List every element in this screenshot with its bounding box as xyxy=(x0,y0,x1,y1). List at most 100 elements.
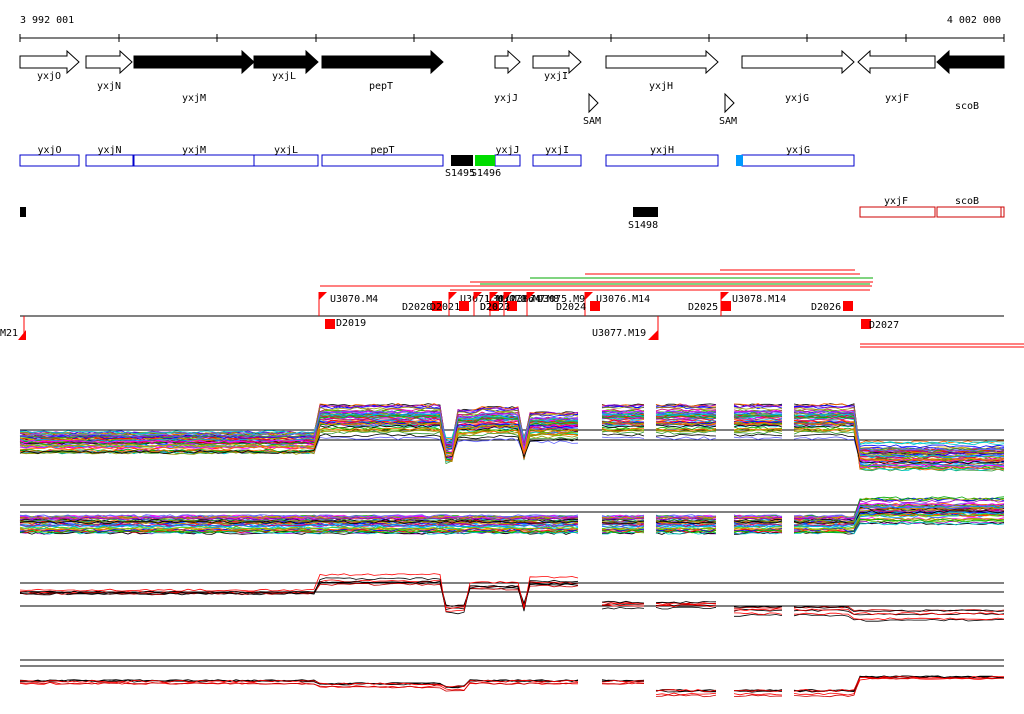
segment-start-flag xyxy=(721,292,729,300)
segment-label-down: D2025 xyxy=(688,302,718,313)
expression-trace xyxy=(19,403,1005,455)
intergenic-track: yxjF scoB xyxy=(859,196,1005,218)
expression-trace xyxy=(19,427,1005,462)
segment-label-up: U3075.M9 xyxy=(537,294,585,305)
riboswitch-track: SAM SAM xyxy=(583,92,737,127)
expression-trace xyxy=(19,510,1005,525)
segment-end-flag xyxy=(18,330,26,340)
gene-arrow-pept[interactable] xyxy=(321,49,444,75)
expression-trace xyxy=(20,577,1005,622)
segment-start-flag xyxy=(490,292,498,300)
sam-riboswitch-icon xyxy=(588,92,599,114)
gene-label: scoB xyxy=(955,101,979,112)
coord-start: 3 992 001 xyxy=(20,15,74,26)
expression-trace xyxy=(19,424,1005,455)
feature-label: S1496 xyxy=(471,168,501,179)
expression-trace xyxy=(19,505,1005,528)
intergenic-box-yxjf xyxy=(859,206,936,218)
expression-trace xyxy=(19,421,1005,462)
segment-label-bottom: M21 xyxy=(0,328,18,339)
annotation-label: yxjH xyxy=(650,145,674,156)
annotation-label: yxjJ xyxy=(495,145,519,156)
annotation-box-yxjj xyxy=(494,154,521,167)
annotation-box-yxjo xyxy=(19,154,80,167)
intergenic-label: scoB xyxy=(955,196,979,207)
annotation-label: yxjM xyxy=(182,145,206,156)
expression-trace xyxy=(19,580,1005,613)
gene-arrow-yxjm[interactable] xyxy=(133,49,255,75)
gene-arrow-yxji[interactable] xyxy=(532,49,582,75)
expression-trace xyxy=(19,511,1005,532)
annotation-label: pepT xyxy=(370,145,394,156)
segment-label-down: D2027 xyxy=(869,320,899,331)
gene-label: yxjI xyxy=(544,71,568,82)
segment-label-down: D2024 xyxy=(556,302,586,313)
annotation-box-yxjm xyxy=(133,154,255,167)
segment-label-up: U3073.M7 xyxy=(497,294,545,305)
annotation-label: yxjN xyxy=(97,145,121,156)
gene-label: yxjL xyxy=(272,71,296,82)
feature-left-marker xyxy=(20,207,26,217)
gene-label: yxjJ xyxy=(494,93,518,104)
coord-end: 4 002 000 xyxy=(947,15,1001,26)
expression-trace xyxy=(19,518,1005,534)
segment-label-down: D2026 xyxy=(811,302,841,313)
gene-label: yxjG xyxy=(785,93,809,104)
expression-trace xyxy=(19,675,1004,692)
expression-trace xyxy=(19,521,1005,535)
riboswitch-label: SAM xyxy=(583,116,601,127)
riboswitch-label: SAM xyxy=(719,116,737,127)
gene-arrow-yxjg[interactable] xyxy=(741,49,855,75)
intergenic-label: yxjF xyxy=(884,196,908,207)
gene-arrow-yxjj[interactable] xyxy=(494,49,521,75)
gene-arrow-yxjn[interactable] xyxy=(85,49,133,75)
expression-trace xyxy=(19,676,1005,692)
segment-label-down: D2020 xyxy=(402,302,432,313)
annotation-label: yxjG xyxy=(786,145,810,156)
expression-trace xyxy=(19,676,1005,698)
gene-arrow-yxjf[interactable] xyxy=(857,49,936,75)
expression-trace xyxy=(19,404,1005,452)
feature-track: S1495 S1496 S1498 xyxy=(20,155,743,231)
gene-arrow-yxjl[interactable] xyxy=(253,49,319,75)
segment-label-up: U3070.M4 xyxy=(330,294,378,305)
segment-down-marker xyxy=(843,301,853,311)
annotation-box-yxjh xyxy=(605,154,719,167)
expression-trace xyxy=(19,433,1005,465)
annotation-label: yxjI xyxy=(545,145,569,156)
feature-blue xyxy=(736,155,743,166)
expression-trace xyxy=(19,508,1005,527)
expression-panels xyxy=(19,403,1005,698)
segment-start-flag xyxy=(319,292,327,300)
gene-arrow-yxjh[interactable] xyxy=(605,49,719,75)
expression-trace xyxy=(19,505,1005,519)
annotation-box-yxjg xyxy=(741,154,855,167)
annotation-label: yxjO xyxy=(37,145,61,156)
segment-label-down: D2022 xyxy=(480,302,510,313)
gene-label: yxjF xyxy=(885,93,909,104)
segment-label-up: U3076.M14 xyxy=(596,294,650,305)
segment-label-down: D2023 xyxy=(480,302,510,313)
expression-trace xyxy=(19,677,1005,696)
segment-label-down: D2019 xyxy=(336,318,366,329)
expression-trace xyxy=(19,573,1005,621)
coordinate-ruler xyxy=(19,34,1005,42)
gene-label: yxjM xyxy=(182,93,206,104)
intergenic-box-edge xyxy=(1000,206,1005,218)
gene-track: yxjO yxjN yxjM yxjL pepT yxjJ yxjI yxjH yxjG yxjF… xyxy=(19,49,1005,112)
annotation-box-yxjn xyxy=(85,154,134,167)
segment-down-marker xyxy=(861,319,871,329)
gene-label: pepT xyxy=(369,81,393,92)
expression-trace xyxy=(19,409,1005,463)
gene-arrow-yxjo[interactable] xyxy=(19,49,80,75)
gene-arrow-scob[interactable] xyxy=(936,49,1005,75)
expression-trace xyxy=(19,404,1005,451)
segment-down-marker xyxy=(459,301,469,311)
annotation-label: yxjL xyxy=(274,145,298,156)
segment-start-flag xyxy=(449,292,457,300)
feature-s1498 xyxy=(633,207,658,217)
segment-start-flag xyxy=(585,292,593,300)
segment-label-up: U3074.M8 xyxy=(511,294,559,305)
segment-start-flag xyxy=(527,292,535,300)
expression-trace xyxy=(19,513,1005,530)
